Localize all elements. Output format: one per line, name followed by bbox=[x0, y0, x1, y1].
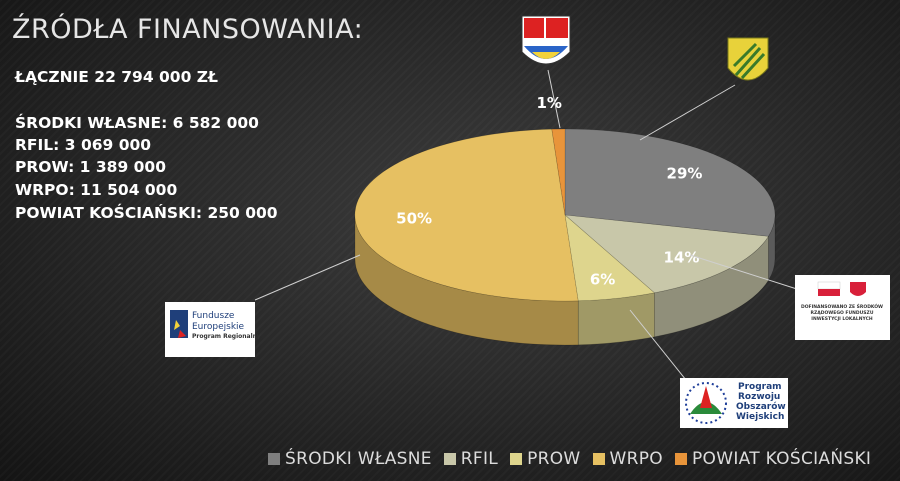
legend-swatch bbox=[268, 453, 280, 465]
legend-swatch bbox=[510, 453, 523, 465]
logo-fe: Fundusze Europejskie Program Regionalny bbox=[165, 302, 261, 357]
coat-of-arms bbox=[727, 37, 769, 81]
legend-label: PROW bbox=[527, 449, 581, 469]
pie-slice bbox=[564, 214, 656, 302]
logo-text: INWESTYCJI LOKALNYCH bbox=[811, 316, 873, 322]
data-label: 6% bbox=[590, 270, 615, 288]
leader bbox=[689, 254, 801, 291]
data-label: 1% bbox=[536, 94, 561, 112]
legend-item: POWIAT KOŚCIAŃSKI bbox=[675, 449, 871, 469]
summary-line: WRPO: 11 504 000 bbox=[15, 181, 177, 199]
legend-label: POWIAT KOŚCIAŃSKI bbox=[692, 449, 872, 469]
summary: ŁĄCZNIE 22 794 000 ZŁ ŚRODKI WŁASNE: 6 58… bbox=[14, 68, 278, 222]
legend-swatch bbox=[592, 453, 605, 465]
leader bbox=[547, 69, 561, 129]
legend-swatch bbox=[443, 453, 456, 465]
leader bbox=[639, 84, 736, 141]
legend-label: WRPO bbox=[609, 449, 663, 469]
legend-label: RFIL bbox=[460, 449, 499, 469]
chart-title: ŹRÓDŁA FINANSOWANIA: bbox=[12, 13, 363, 45]
leader bbox=[254, 254, 361, 301]
leaders bbox=[254, 69, 801, 386]
logo-text: Obszarów bbox=[736, 401, 786, 412]
legend-item: PROW bbox=[510, 449, 580, 469]
summary-line: PROW: 1 389 000 bbox=[15, 158, 166, 176]
summary-line: RFIL: 3 069 000 bbox=[15, 136, 151, 154]
legend: ŚRODKI WŁASNE RFIL PROW WRPO POWIAT KOŚCIAŃS… bbox=[268, 449, 888, 469]
legend-label: ŚRODKI WŁASNE bbox=[285, 449, 432, 469]
summary-line: ŁĄCZNIE 22 794 000 ZŁ bbox=[14, 68, 218, 86]
data-label: 14% bbox=[664, 248, 700, 266]
logo-rfil: DOFINANSOWANO ZE ŚRODKÓW RZĄDOWEGO FUNDU… bbox=[795, 275, 890, 340]
legend-item: RFIL bbox=[443, 449, 499, 469]
pie-slice bbox=[564, 214, 769, 294]
legend-item: WRPO bbox=[592, 449, 663, 469]
legend-item: ŚRODKI WŁASNE bbox=[268, 449, 432, 469]
logo-text: Program bbox=[738, 382, 782, 392]
summary-line: ŚRODKI WŁASNE: 6 582 000 bbox=[15, 113, 259, 132]
logo-prow: Program Rozwoju Obszarów Wiejskich bbox=[680, 378, 788, 428]
logo-text: DOFINANSOWANO ZE ŚRODKÓW bbox=[801, 303, 883, 310]
logo-text: Wiejskich bbox=[736, 412, 784, 422]
legend-swatch bbox=[675, 453, 687, 465]
logo-text: Fundusze bbox=[192, 311, 235, 321]
summary-line: POWIAT KOŚCIAŃSKI: 250 000 bbox=[15, 203, 278, 222]
logo-text: RZĄDOWEGO FUNDUSZU bbox=[811, 310, 874, 316]
data-label: 29% bbox=[667, 164, 703, 182]
leader bbox=[629, 309, 691, 386]
logo-text: Europejskie bbox=[192, 322, 245, 332]
pie-slice bbox=[551, 128, 566, 216]
coat-of-arms bbox=[521, 15, 571, 65]
logo-text: Rozwoju bbox=[738, 392, 780, 402]
pie: 29% 14% 6% 50% 1% bbox=[354, 94, 776, 346]
logo-text: Program Regionalny bbox=[192, 333, 261, 340]
data-label: 50% bbox=[396, 210, 432, 228]
pie-slice bbox=[564, 128, 776, 237]
